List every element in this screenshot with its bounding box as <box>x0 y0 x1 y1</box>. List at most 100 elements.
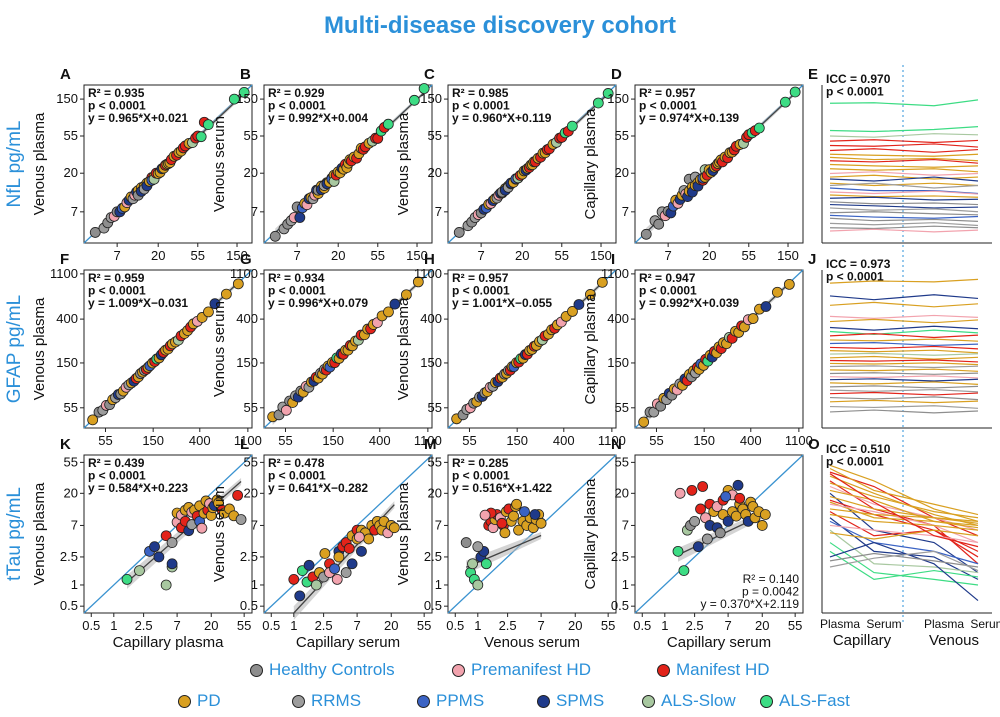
series-line <box>829 338 979 342</box>
data-point <box>771 286 783 298</box>
data-point <box>674 487 686 499</box>
panel-letter: H <box>424 251 435 268</box>
series-line <box>829 372 979 375</box>
y-tick-label: 150 <box>56 355 78 370</box>
y-tick-label: 55 <box>244 400 258 415</box>
data-point <box>356 545 367 557</box>
stats-text: y = 0.960*X+0.119 <box>452 111 552 125</box>
panel-letter: I <box>611 251 615 268</box>
data-point <box>166 558 178 570</box>
data-point <box>592 97 604 109</box>
x-tick-label: 55 <box>417 618 431 633</box>
data-point <box>195 131 207 143</box>
y-tick-label: 7 <box>435 517 442 532</box>
series-line <box>829 174 979 180</box>
series-line <box>829 391 979 396</box>
figure-title: Multi-disease discovery cohort <box>323 12 677 39</box>
series-line <box>829 541 979 602</box>
panel-n: 0.5 0.5 1 1 2.5 2.5 7 7 20 20 55 55 Capillary plasma… <box>582 436 804 651</box>
plot-frame <box>447 454 617 614</box>
data-point <box>232 278 244 290</box>
x-tick-label: 7 <box>353 618 360 633</box>
panel-letter: K <box>60 436 71 453</box>
legend-swatch <box>452 663 465 677</box>
plot-frame <box>263 84 433 244</box>
y-tick-label: 1100 <box>50 266 78 281</box>
y-tick-label: 20 <box>244 485 258 500</box>
plot-frame <box>447 84 617 244</box>
panel-g: 55 55 150 150 400 400 1100 1100 Venous serum R² =… <box>211 251 442 448</box>
data-point <box>508 510 519 522</box>
series-line <box>829 405 979 409</box>
series-line <box>829 345 979 350</box>
series-line <box>829 349 979 354</box>
x-tick-label: 55 <box>237 618 251 633</box>
x-tick-label: 7 <box>665 248 672 263</box>
plot-frame <box>634 454 804 614</box>
data-point <box>288 573 300 585</box>
data-point <box>331 573 343 585</box>
legend-label: ALS-Fast <box>779 691 850 710</box>
x-tick-label: 1100 <box>785 433 813 448</box>
series-line <box>829 201 979 206</box>
y-tick-label: 55 <box>428 454 442 469</box>
plot-frame <box>634 84 804 244</box>
series-line <box>829 467 979 516</box>
legend-label: Premanifest HD <box>471 660 591 679</box>
series-line <box>829 156 979 162</box>
data-point <box>672 545 684 557</box>
y-tick-label: 1 <box>71 577 78 592</box>
series-line <box>829 524 979 544</box>
legend-label: RRMS <box>311 691 362 710</box>
x-tick-label: Plasma <box>820 617 860 631</box>
series-line <box>829 143 979 148</box>
data-point <box>779 96 791 108</box>
data-point <box>202 119 214 130</box>
stats-text: ICC = 0.510 <box>826 442 891 456</box>
panel-letter: J <box>808 251 816 268</box>
data-point <box>228 93 240 105</box>
data-point <box>89 227 101 238</box>
stats-text: R² = 0.934 <box>268 271 325 285</box>
data-point <box>566 120 578 132</box>
series-line <box>829 171 979 176</box>
data-point <box>756 520 768 531</box>
legend-swatch <box>657 663 670 677</box>
data-point <box>389 298 401 310</box>
stats-text: p < 0.0001 <box>268 284 326 298</box>
data-point <box>149 541 160 553</box>
data-point <box>529 509 541 520</box>
data-point <box>294 590 306 602</box>
x-tick-label: 7 <box>478 248 485 263</box>
x-tick-label: 55 <box>278 433 292 448</box>
y-tick-label: 20 <box>428 165 442 180</box>
series-line <box>829 342 979 347</box>
data-point <box>638 416 650 428</box>
legend-swatch <box>292 694 305 708</box>
x-tick-label: 7 <box>537 618 544 633</box>
y-tick-label: 150 <box>420 91 442 106</box>
data-point <box>269 230 281 242</box>
legend-row-2: PD RRMS PPMS SPMS ALS-Slow ALS-Fast <box>0 691 1000 713</box>
stats-text: R² = 0.985 <box>452 86 509 100</box>
y-axis-label: Venous plasma <box>31 297 48 400</box>
series-line <box>829 368 979 372</box>
series-line <box>829 153 979 157</box>
data-point <box>153 551 165 563</box>
stats-text: R² = 0.478 <box>268 456 325 470</box>
legend-item: PD <box>178 691 221 711</box>
legend-swatch <box>250 663 263 677</box>
data-point <box>196 522 208 534</box>
legend-item: Premanifest HD <box>452 660 591 680</box>
panel-letter: G <box>240 251 252 268</box>
y-tick-label: 20 <box>615 165 629 180</box>
series-line <box>829 294 979 301</box>
x-tick-label: 150 <box>322 433 344 448</box>
data-point <box>166 537 178 548</box>
data-point <box>382 118 394 130</box>
data-point <box>678 565 690 576</box>
x-tick-label: 20 <box>568 618 582 633</box>
data-point <box>759 509 771 520</box>
y-tick-label: 55 <box>64 400 78 415</box>
